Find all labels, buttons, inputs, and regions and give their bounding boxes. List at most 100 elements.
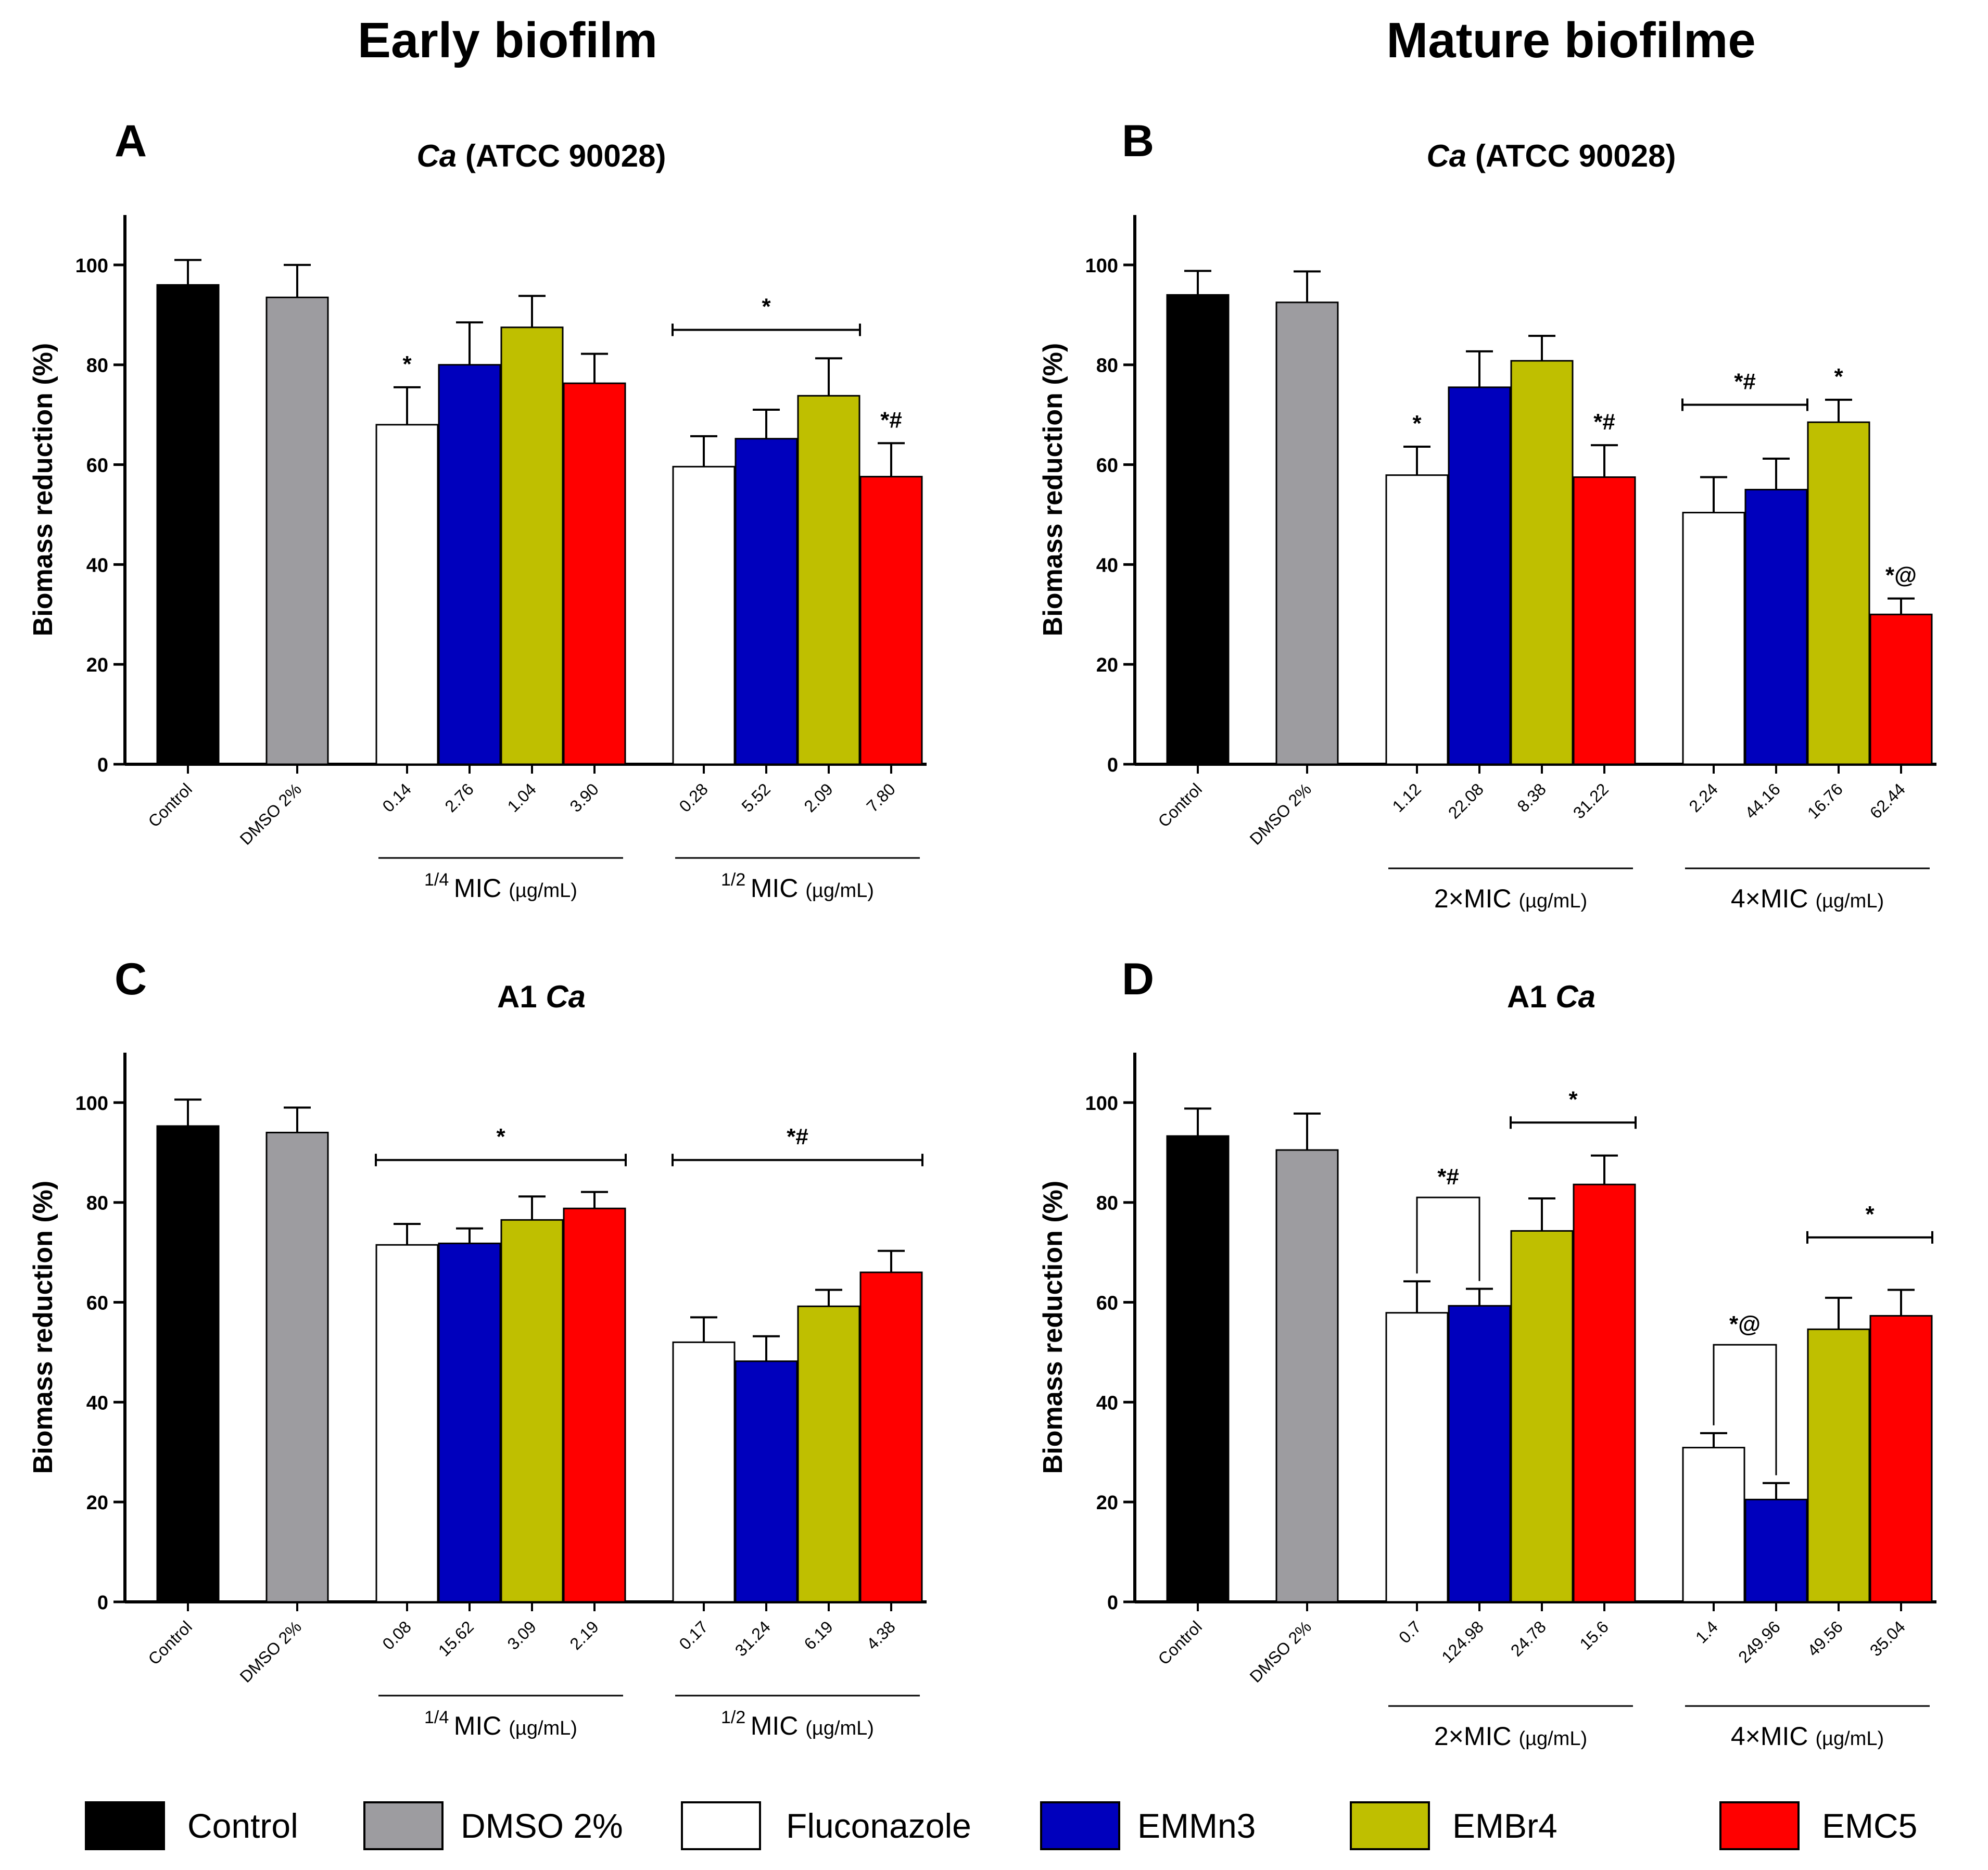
panel-A: A Ca (ATCC 90028) Biomass reduction (%) 0 20…: [28, 116, 927, 903]
y-tick-label: 60: [86, 455, 108, 477]
group-label-sup: 1/4: [424, 1708, 454, 1727]
panel-letter: D: [1122, 954, 1154, 1004]
significance-mark: *@: [1885, 563, 1917, 588]
y-tick-label: 0: [1107, 754, 1118, 776]
bar: [156, 1125, 220, 1603]
group-label-main: MIC: [751, 874, 806, 903]
bar: [1744, 1498, 1808, 1603]
bar: [563, 1207, 626, 1603]
group-label-unit: (µg/mL): [1518, 890, 1587, 912]
group-label-unit: (µg/mL): [1815, 890, 1884, 912]
legend-swatch: [363, 1801, 444, 1850]
panel-C: C A1 Ca Biomass reduction (%) 0 20 40 60 80 100 C…: [28, 954, 927, 1740]
group-label-sup: 1/2: [721, 1708, 751, 1727]
legend-label: DMSO 2%: [461, 1806, 623, 1845]
bar: [1682, 512, 1745, 765]
y-tick-label: 20: [86, 1492, 108, 1514]
panel-title: Ca (ATCC 90028): [1426, 138, 1676, 173]
bar: [375, 1244, 439, 1603]
group-label-main: MIC: [751, 1711, 806, 1740]
y-tick-label: 60: [1096, 1293, 1118, 1315]
significance-mark: *: [402, 351, 412, 377]
y-tick-label: 20: [86, 654, 108, 676]
x-tick-label: 2.24: [1685, 779, 1721, 815]
title-italic: Ca: [546, 979, 586, 1014]
legend-item: DMSO 2%: [363, 1801, 623, 1850]
y-axis-label: Biomass reduction (%): [1038, 1181, 1068, 1474]
y-tick-label: 40: [1096, 1392, 1118, 1414]
title-rest: (ATCC 90028): [1466, 138, 1676, 173]
y-axis-label: Biomass reduction (%): [28, 1181, 58, 1474]
y-tick-label: 60: [86, 1293, 108, 1315]
y-axis-label: Biomass reduction (%): [1038, 343, 1068, 636]
bar: [1275, 301, 1339, 765]
group-label: 2×MIC (µg/mL): [1434, 884, 1587, 913]
panel-letter: B: [1122, 116, 1154, 166]
bar: [1744, 489, 1808, 765]
y-tick-label: 40: [1096, 554, 1118, 576]
bar: [1807, 421, 1870, 765]
legend-item: EMMn3: [1040, 1801, 1256, 1850]
significance-mark: *#: [1437, 1164, 1459, 1190]
y-tick-label: 0: [1107, 1592, 1118, 1614]
bar: [438, 1242, 501, 1603]
legend-item: EMC5: [1719, 1801, 1917, 1850]
x-tick-label: 3.09: [503, 1617, 539, 1653]
group-label: 1/4 MIC (µg/mL): [424, 870, 577, 903]
x-tick-label: DMSO 2%: [1246, 1617, 1315, 1686]
group-label: 1/2 MIC (µg/mL): [721, 1708, 874, 1740]
group-label-main: MIC: [454, 874, 509, 903]
bar: [1682, 1447, 1745, 1603]
significance-mark: *: [496, 1124, 505, 1149]
y-tick-label: 80: [86, 1193, 108, 1215]
x-tick-label: Control: [1155, 779, 1206, 830]
bar: [797, 1305, 860, 1603]
bar: [438, 364, 501, 765]
title-italic: Ca: [1555, 979, 1596, 1014]
group-label: 2×MIC (µg/mL): [1434, 1722, 1587, 1751]
panel-title: Ca (ATCC 90028): [416, 138, 666, 173]
title-rest: (ATCC 90028): [457, 138, 666, 173]
group-label-main: 4×MIC: [1731, 884, 1816, 913]
legend-item: EMBr4: [1350, 1801, 1558, 1850]
x-tick-label: 7.80: [863, 779, 898, 815]
y-tick-label: 20: [1096, 1492, 1118, 1514]
significance-mark: *#: [1734, 369, 1756, 394]
bar: [1510, 360, 1574, 765]
y-tick-label: 80: [1096, 1193, 1118, 1215]
bar: [265, 1131, 329, 1603]
x-tick-label: 0.14: [378, 779, 414, 815]
bar: [1510, 1230, 1574, 1603]
bar: [797, 395, 860, 765]
x-tick-label: DMSO 2%: [236, 1617, 305, 1686]
y-tick-label: 20: [1096, 654, 1118, 676]
x-tick-label: 249.96: [1734, 1617, 1784, 1666]
x-tick-label: 0.17: [675, 1617, 711, 1653]
bar: [1385, 474, 1449, 765]
significance-mark: *#: [880, 407, 902, 433]
significance-mark: *: [1568, 1086, 1578, 1112]
x-tick-label: 6.19: [800, 1617, 836, 1653]
x-tick-label: 0.7: [1395, 1617, 1425, 1647]
bar: [500, 1219, 564, 1603]
x-tick-label: 5.52: [738, 779, 774, 815]
bar: [1385, 1312, 1449, 1603]
group-label-sup: 1/4: [424, 870, 454, 890]
legend: Control DMSO 2% Fluconazole EMMn3 EMBr4 EMC5: [85, 1801, 1917, 1850]
x-tick-label: 24.78: [1507, 1617, 1550, 1660]
panel-B: B Ca (ATCC 90028) Biomass reduction (%) 0 20…: [1038, 116, 1936, 913]
legend-swatch: [85, 1801, 165, 1850]
legend-item: Fluconazole: [681, 1801, 971, 1850]
group-label: 4×MIC (µg/mL): [1731, 884, 1884, 913]
x-tick-label: 22.08: [1445, 779, 1487, 822]
x-tick-label: Control: [145, 779, 196, 830]
bar: [1869, 613, 1933, 765]
title-italic: Ca: [416, 138, 457, 173]
x-tick-label: 1.12: [1388, 779, 1424, 815]
significance-mark: *#: [1593, 409, 1615, 435]
bar: [1869, 1315, 1933, 1603]
bar: [563, 382, 626, 765]
bar: [1807, 1328, 1870, 1603]
x-tick-label: 44.16: [1741, 779, 1784, 822]
